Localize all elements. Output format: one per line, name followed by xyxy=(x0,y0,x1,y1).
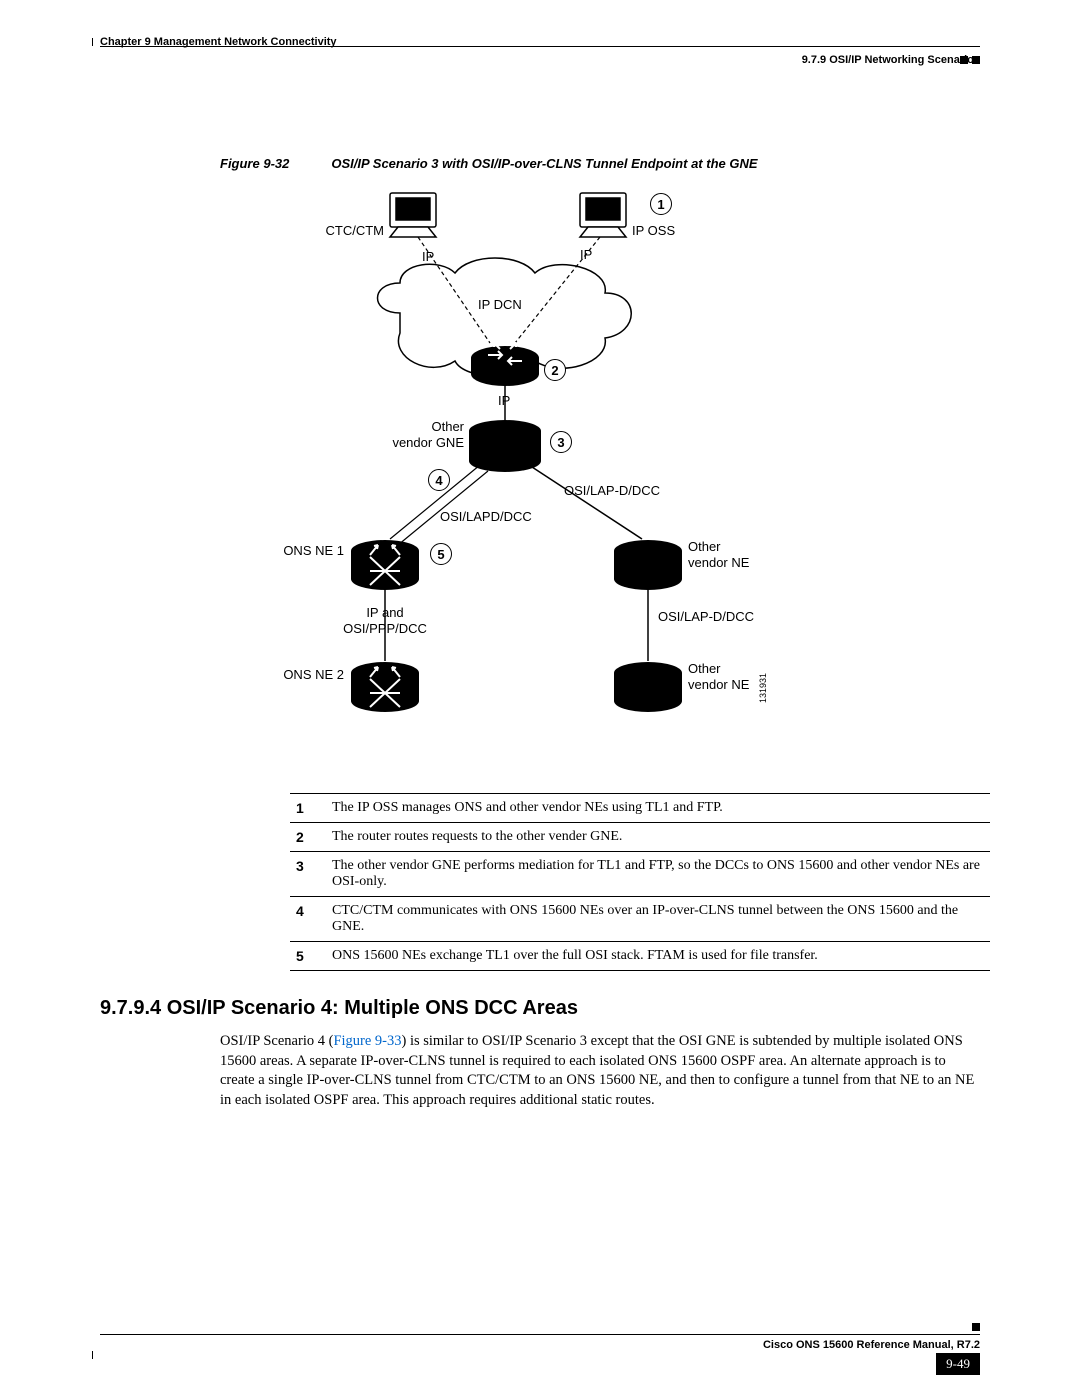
label-other-gne: vendor GNE xyxy=(380,435,464,450)
row-text: The router routes requests to the other … xyxy=(326,823,990,852)
table-row: 1The IP OSS manages ONS and other vendor… xyxy=(290,794,990,823)
subsection-heading: 9.7.9.4 OSI/IP Scenario 4: Multiple ONS … xyxy=(100,997,980,1020)
figure-label: Figure 9-32 xyxy=(220,156,289,171)
row-num: 2 xyxy=(290,823,326,852)
figure-caption: Figure 9-32 OSI/IP Scenario 3 with OSI/IP… xyxy=(220,156,980,171)
callout-4: 4 xyxy=(428,469,450,491)
table-row: 4CTC/CTM communicates with ONS 15600 NEs… xyxy=(290,897,990,942)
callout-2: 2 xyxy=(544,359,566,381)
row-text: The other vendor GNE performs mediation … xyxy=(326,852,990,897)
header-section: 9.7.9 OSI/IP Networking Scenarios xyxy=(802,54,980,66)
table-row: 3The other vendor GNE performs mediation… xyxy=(290,852,990,897)
row-text: The IP OSS manages ONS and other vendor … xyxy=(326,794,990,823)
para-text: OSI/IP Scenario 4 ( xyxy=(220,1033,333,1049)
footer-manual: Cisco ONS 15600 Reference Manual, R7.2 xyxy=(763,1339,980,1351)
label-othervne: vendor NE xyxy=(688,677,749,692)
row-num: 5 xyxy=(290,942,326,971)
label-ipand: OSI/PPP/DCC xyxy=(322,621,448,636)
figure-title: OSI/IP Scenario 3 with OSI/IP-over-CLNS … xyxy=(331,156,757,171)
crop-tick xyxy=(92,1351,93,1359)
row-text: ONS 15600 NEs exchange TL1 over the full… xyxy=(326,942,990,971)
label-othervne: vendor NE xyxy=(688,555,749,570)
figure-id: 131931 xyxy=(758,673,768,703)
figure-diagram: CTC/CTM IP OSS IP IP IP DCN IP Other ven… xyxy=(280,183,800,743)
label-other-gne: Other xyxy=(380,419,464,434)
label-othervne: Other xyxy=(688,661,721,676)
callout-1: 1 xyxy=(650,193,672,215)
label-osilapd: OSI/LAP-D/DCC xyxy=(564,483,660,498)
label-ctc: CTC/CTM xyxy=(312,223,384,238)
label-othervne: Other xyxy=(688,539,721,554)
running-header: Chapter 9 Management Network Connectivit… xyxy=(100,36,980,66)
label-osilapd: OSI/LAP-D/DCC xyxy=(658,609,754,624)
label-ip: IP xyxy=(498,393,510,408)
row-text: CTC/CTM communicates with ONS 15600 NEs … xyxy=(326,897,990,942)
callout-3: 3 xyxy=(550,431,572,453)
label-osilapd: OSI/LAPD/DCC xyxy=(440,509,532,524)
page-number: 9-49 xyxy=(936,1353,980,1375)
footer-square-icon xyxy=(972,1323,980,1331)
figure-link[interactable]: Figure 9-33 xyxy=(333,1033,401,1049)
label-ipdcn: IP DCN xyxy=(478,297,522,312)
row-num: 1 xyxy=(290,794,326,823)
callout-table: 1The IP OSS manages ONS and other vendor… xyxy=(290,793,990,971)
label-ip: IP xyxy=(580,247,592,262)
subsection-paragraph: OSI/IP Scenario 4 (Figure 9-33) is simil… xyxy=(220,1032,980,1110)
row-num: 3 xyxy=(290,852,326,897)
label-iposs: IP OSS xyxy=(632,223,675,238)
table-row: 2The router routes requests to the other… xyxy=(290,823,990,852)
label-ip: IP xyxy=(422,249,434,264)
table-row: 5ONS 15600 NEs exchange TL1 over the ful… xyxy=(290,942,990,971)
label-onsne2: ONS NE 2 xyxy=(270,667,344,682)
callout-5: 5 xyxy=(430,543,452,565)
header-rule xyxy=(100,46,980,47)
crop-tick xyxy=(92,38,93,46)
header-square-icon xyxy=(960,56,968,64)
row-num: 4 xyxy=(290,897,326,942)
header-square-icon xyxy=(972,56,980,64)
running-footer: Cisco ONS 15600 Reference Manual, R7.2 xyxy=(100,1334,980,1351)
page: Chapter 9 Management Network Connectivit… xyxy=(0,0,1080,1397)
label-ipand: IP and xyxy=(342,605,428,620)
label-onsne1: ONS NE 1 xyxy=(270,543,344,558)
